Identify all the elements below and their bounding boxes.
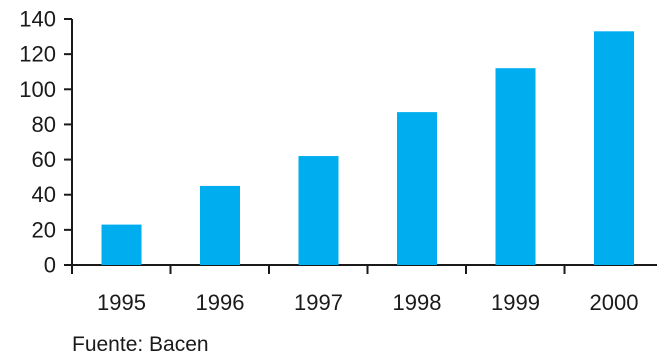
y-tick-label: 40 [32,182,56,207]
bar [594,31,634,265]
bar [397,112,437,265]
bar-chart: 0 20 40 60 80 100 120 140 1995 1996 1997 1998 1999 2… [19,7,657,315]
x-tick-label: 2000 [590,290,639,315]
y-axis: 0 20 40 60 80 100 120 140 [19,7,73,278]
x-axis: 1995 1996 1997 1998 1999 2000 [71,264,657,315]
x-tick-label: 1995 [97,290,146,315]
x-tick-label: 1999 [491,290,540,315]
bar [495,68,536,265]
y-tick-label: 20 [32,217,56,242]
y-tick-label: 0 [44,253,56,278]
source-note: Fuente: Bacen [72,333,209,356]
bar [101,224,142,265]
bar [200,185,240,265]
y-tick-label: 100 [19,77,56,102]
y-tick-label: 60 [32,147,56,172]
bars [101,31,634,265]
y-tick-label: 140 [19,7,56,32]
x-tick-label: 1998 [393,290,442,315]
x-tick-label: 1997 [294,290,343,315]
bar [298,156,339,265]
y-tick-label: 120 [19,42,56,67]
y-tick-label: 80 [32,112,56,137]
x-tick-label: 1996 [196,290,245,315]
